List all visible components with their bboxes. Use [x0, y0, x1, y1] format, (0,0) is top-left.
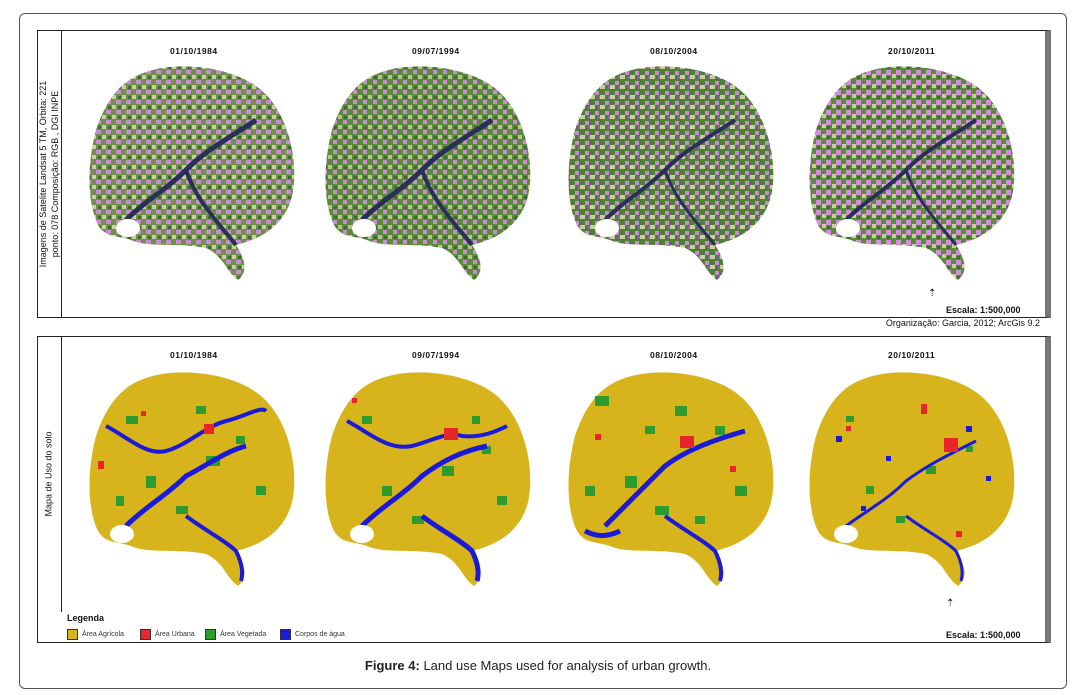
satellite-date-3: 08/10/2004: [650, 46, 698, 56]
legend-swatch: [140, 629, 151, 640]
satellite-date-1: 01/10/1984: [170, 46, 218, 56]
legend-swatch: [280, 629, 291, 640]
landuse-date-2: 09/07/1994: [412, 350, 460, 360]
landuse-date-1: 01/10/1984: [170, 350, 218, 360]
landuse-date-4: 20/10/2011: [888, 350, 936, 360]
landuse-date-3: 08/10/2004: [650, 350, 698, 360]
legend-item-water: Corpos de água: [280, 629, 345, 640]
legend-title: Legenda: [67, 613, 105, 623]
satellite-map-3: [568, 66, 774, 280]
side-label-line2: ponto: 078 Composição: RGB , DGI INPE: [50, 90, 61, 258]
north-arrow-icon: ⇡: [946, 598, 955, 609]
caption-text: Land use Maps used for analysis of urban…: [419, 658, 712, 673]
landuse-scale: Escala: 1:500,000: [946, 630, 1021, 640]
north-arrow-icon: ⇡: [928, 288, 937, 299]
landuse-map-3: [568, 372, 774, 586]
satellite-scale: Escala: 1:500,000: [946, 305, 1021, 315]
satellite-date-2: 09/07/1994: [412, 46, 460, 56]
satellite-date-4: 20/10/2011: [888, 46, 936, 56]
legend-item-vegetated: Área Vegetada: [205, 629, 266, 640]
figure-caption: Figure 4: Land use Maps used for analysi…: [0, 658, 1076, 673]
legend-swatch: [67, 629, 78, 640]
legend-item-agricultural: Área Agrícola: [67, 629, 124, 640]
caption-label: Figure 4:: [364, 658, 420, 673]
legend-swatch: [205, 629, 216, 640]
satellite-side-label: Imagens de Satelite Landsat 5 TM, Orbita…: [37, 30, 62, 318]
side-label-line1: Imagens de Satelite Landsat 5 TM, Orbita…: [38, 80, 49, 268]
landuse-side-label: Mapa de Uso do solo: [37, 336, 62, 612]
organization-note: Organização: Garcia, 2012; ArcGis 9.2: [885, 318, 1040, 328]
landuse-map-1: [89, 372, 295, 586]
landuse-map-4: [809, 372, 1015, 586]
satellite-map-4: [809, 66, 1015, 280]
legend-item-urban: Área Urbana: [140, 629, 195, 640]
satellite-map-2: [325, 66, 531, 280]
landuse-map-2: [325, 372, 531, 586]
satellite-map-1: [89, 66, 295, 280]
